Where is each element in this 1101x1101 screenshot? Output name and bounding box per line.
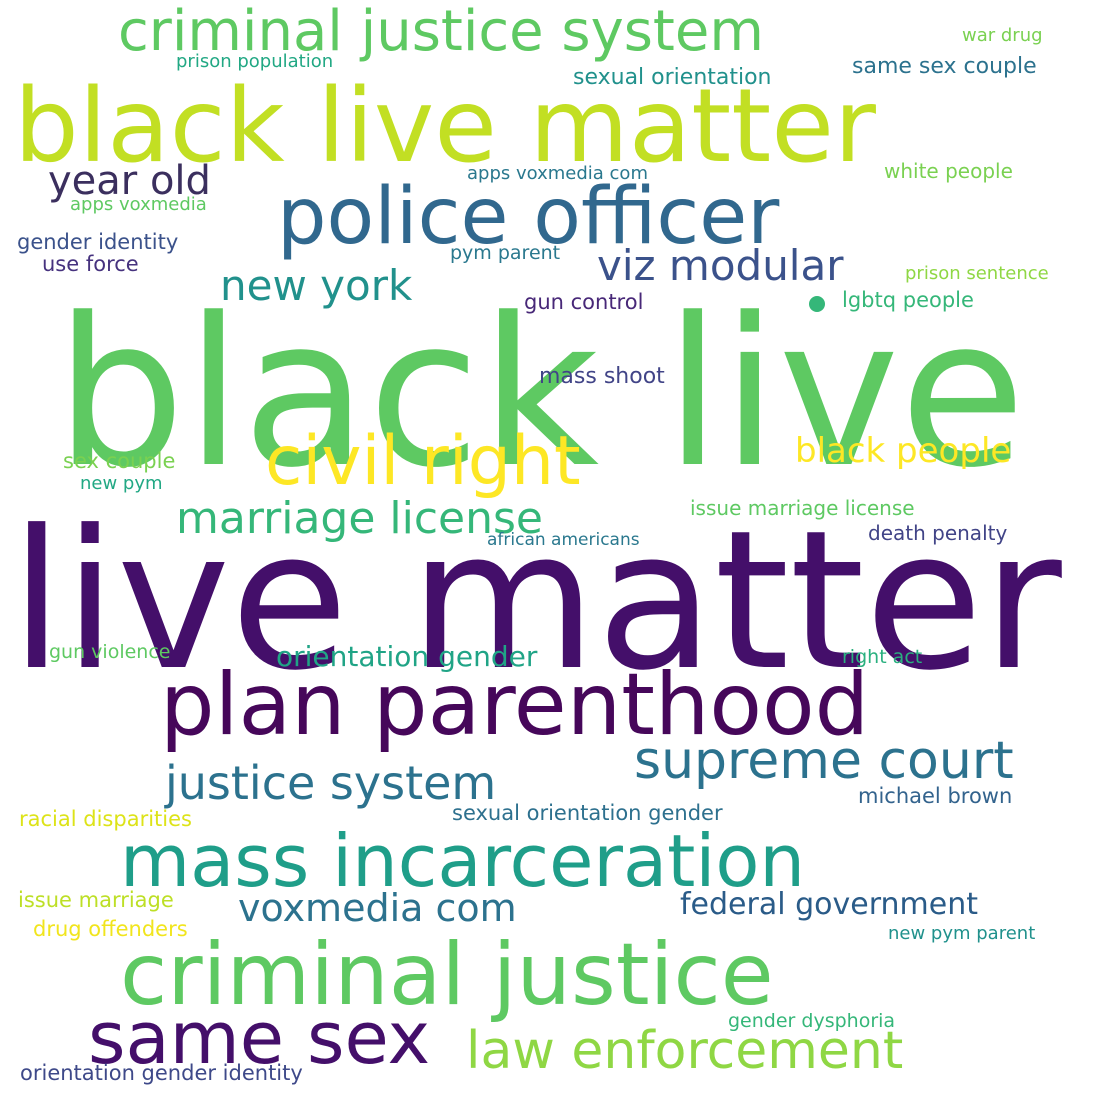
- cloud-word: criminal justice: [120, 925, 774, 1025]
- cloud-word: orientation gender identity: [20, 1061, 303, 1085]
- cloud-word: black people: [795, 431, 1012, 471]
- cloud-word: pym parent: [450, 242, 561, 264]
- cloud-word: death penalty: [868, 521, 1008, 545]
- cloud-word: gender dysphoria: [728, 1010, 896, 1032]
- cloud-word: sexual orientation gender: [452, 801, 723, 825]
- cloud-word: black live matter: [14, 67, 876, 186]
- cloud-word: gun control: [524, 290, 644, 314]
- cloud-word: prison population: [176, 51, 334, 72]
- cloud-word: gender identity: [17, 230, 179, 254]
- cloud-word: gun violence: [49, 641, 171, 663]
- cloud-word: marriage license: [176, 493, 543, 544]
- cloud-word: sex couple: [63, 449, 176, 473]
- cloud-word: new york: [220, 261, 413, 310]
- cloud-word: prison sentence: [905, 263, 1049, 284]
- cloud-word: black live: [55, 275, 1026, 513]
- cloud-word: same sex couple: [852, 54, 1037, 79]
- cloud-word: voxmedia com: [238, 886, 517, 930]
- cloud-word: white people: [884, 159, 1013, 183]
- dot-mark: [809, 296, 825, 312]
- cloud-word: michael brown: [858, 784, 1013, 808]
- cloud-word: supreme court: [634, 731, 1014, 791]
- cloud-word: criminal justice system: [118, 0, 764, 64]
- cloud-word: justice system: [165, 756, 497, 810]
- cloud-word: viz modular: [597, 241, 844, 290]
- cloud-word: mass shoot: [539, 364, 665, 389]
- cloud-word: orientation gender: [276, 640, 538, 673]
- cloud-word: law enforcement: [466, 1021, 904, 1081]
- cloud-word: african americans: [487, 530, 640, 550]
- cloud-word: year old: [48, 158, 211, 204]
- cloud-word: apps voxmedia: [70, 194, 207, 215]
- cloud-word: drug offenders: [33, 917, 188, 941]
- cloud-word: new pym: [80, 473, 163, 494]
- cloud-word: lgbtq people: [842, 288, 974, 312]
- cloud-word: apps voxmedia com: [467, 163, 648, 184]
- cloud-word: live matter: [10, 490, 1062, 713]
- cloud-word: use force: [42, 252, 139, 276]
- cloud-word: sexual orientation: [573, 65, 772, 90]
- cloud-word: new pym parent: [888, 923, 1036, 944]
- cloud-word: plan parenthood: [160, 655, 870, 755]
- cloud-word: same sex: [88, 996, 431, 1080]
- cloud-word: racial disparities: [19, 807, 192, 831]
- cloud-word: issue marriage license: [690, 496, 915, 520]
- cloud-word: police officer: [277, 172, 780, 262]
- cloud-word: civil right: [265, 422, 581, 501]
- cloud-word: right act: [842, 646, 923, 668]
- cloud-word: war drug: [962, 25, 1043, 46]
- cloud-word: issue marriage: [18, 888, 174, 912]
- cloud-word: mass incarceration: [120, 819, 806, 903]
- cloud-word: federal government: [680, 887, 978, 922]
